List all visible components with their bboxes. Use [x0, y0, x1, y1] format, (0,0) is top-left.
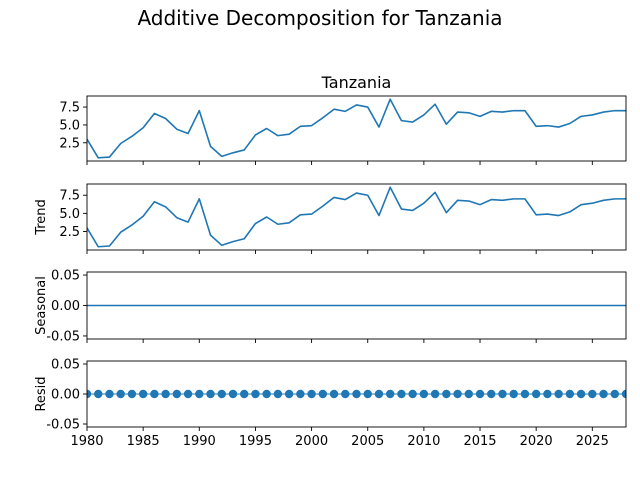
- resid-point: [94, 389, 103, 399]
- resid-point: [565, 389, 575, 399]
- resid-point: [509, 389, 518, 399]
- resid-point: [610, 389, 619, 399]
- trend-line: [87, 186, 626, 248]
- resid-point: [543, 389, 552, 399]
- resid-point: [262, 389, 271, 399]
- resid-point: [464, 389, 473, 399]
- x-tick-label: 2020: [520, 434, 553, 449]
- y-axis-label: Resid: [34, 376, 49, 411]
- resid-point: [352, 389, 361, 399]
- resid-point: [576, 389, 586, 399]
- resid-point: [127, 389, 137, 399]
- axes-frame: [86, 183, 627, 251]
- x-tick-label: 2005: [351, 434, 384, 449]
- y-axis-label: Seasonal: [34, 276, 49, 335]
- resid-point: [588, 389, 597, 399]
- y-axis-label: Trend: [34, 199, 49, 236]
- resid-point: [172, 389, 182, 399]
- resid-point: [240, 389, 249, 399]
- x-tick-label: 2010: [407, 434, 440, 449]
- resid-point: [385, 389, 395, 399]
- resid-point: [341, 389, 350, 399]
- resid-point: [363, 389, 372, 399]
- x-tick-label: 2015: [463, 434, 496, 449]
- y-tick-label: -0.05: [46, 418, 80, 433]
- resid-point: [329, 389, 339, 399]
- x-tick-label: 1980: [70, 434, 103, 449]
- panel-resid: -0.05 0.00 0.05 1980 1985 1990 1995 2000 2005 201…: [34, 358, 627, 449]
- x-tick-label: 1985: [127, 434, 160, 449]
- resid-point: [105, 389, 114, 399]
- resid-point: [183, 389, 193, 399]
- resid-point: [307, 389, 316, 399]
- x-tick-label: 2025: [576, 434, 609, 449]
- resid-point: [150, 389, 159, 399]
- resid-point: [251, 389, 260, 399]
- y-tick-label: 0.05: [51, 358, 80, 373]
- observed-line: [87, 98, 626, 159]
- resid-point: [498, 389, 507, 399]
- resid-point: [442, 389, 451, 399]
- y-tick-label: 7.5: [59, 101, 80, 116]
- resid-point: [296, 389, 305, 399]
- resid-point: [217, 389, 226, 399]
- x-tick-label: 1995: [239, 434, 272, 449]
- resid-point: [318, 389, 328, 399]
- y-tick-label: 5.0: [59, 207, 80, 222]
- resid-point: [374, 389, 384, 399]
- y-tick-label: 2.5: [59, 225, 80, 240]
- x-tick-label: 2000: [295, 434, 328, 449]
- resid-point: [397, 389, 406, 399]
- resid-point: [520, 389, 530, 399]
- axes-frame: [86, 95, 627, 162]
- y-tick-label: 0.00: [51, 299, 80, 314]
- y-tick-label: 5.0: [59, 118, 80, 133]
- resid-point: [284, 389, 294, 399]
- y-tick-label: 7.5: [59, 189, 80, 204]
- y-tick-label: 2.5: [59, 136, 80, 151]
- resid-point: [599, 389, 608, 399]
- resid-point: [475, 389, 485, 399]
- y-tick-label: -0.05: [46, 329, 80, 344]
- resid-point: [554, 389, 563, 399]
- resid-point: [487, 389, 496, 399]
- figure-suptitle: Additive Decomposition for Tanzania: [137, 6, 503, 30]
- resid-point: [408, 389, 417, 399]
- panel-title: Tanzania: [321, 73, 392, 92]
- panel-observed: 2.5 5.0 7.5 Tanzania: [59, 73, 627, 165]
- resid-point: [273, 389, 283, 399]
- resid-point: [161, 389, 170, 399]
- resid-point: [206, 389, 215, 399]
- resid-point: [195, 389, 204, 399]
- resid-point: [531, 389, 541, 399]
- resid-point: [116, 389, 125, 399]
- resid-point: [138, 389, 148, 399]
- resid-point: [430, 389, 440, 399]
- resid-point: [228, 389, 238, 399]
- x-tick-label: 1990: [183, 434, 216, 449]
- resid-point: [87, 389, 92, 399]
- resid-point: [621, 389, 626, 399]
- resid-point: [453, 389, 462, 399]
- panel-trend: 2.5 5.0 7.5 Trend: [34, 183, 627, 254]
- resid-point: [419, 389, 429, 399]
- y-tick-label: 0.05: [51, 269, 80, 284]
- y-tick-label: 0.00: [51, 388, 80, 403]
